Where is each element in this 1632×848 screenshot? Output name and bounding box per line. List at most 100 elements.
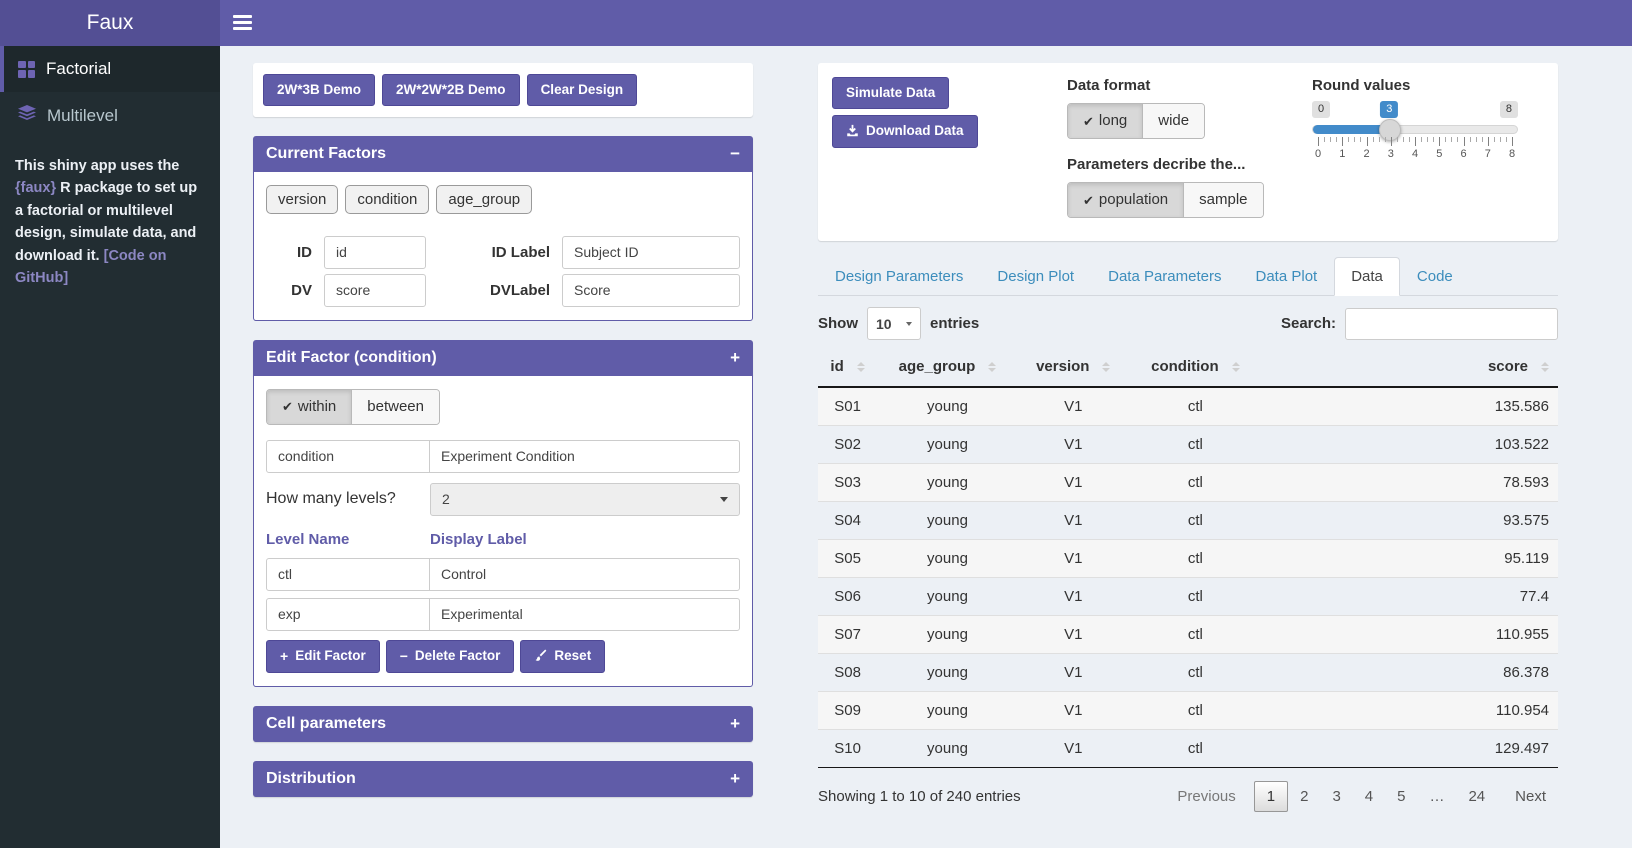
slider-max-badge: 8 [1499,101,1518,119]
format-wide-option[interactable]: wide [1142,104,1205,138]
slider-tick-label: 8 [1508,148,1516,160]
levels-count-select[interactable]: 2 [430,482,740,516]
plus-icon: + [280,648,289,664]
download-data-button[interactable]: Download Data [832,114,978,148]
page-ellipsis: … [1429,788,1445,805]
slider-track[interactable] [1312,119,1518,141]
search-control: Search: [1281,307,1558,340]
level-row [266,597,740,631]
next-page-button[interactable]: Next [1515,788,1546,805]
column-header-age-group[interactable]: age_group [877,347,1018,388]
factor-tag[interactable]: condition [345,184,430,214]
sort-icon [988,362,997,372]
level-label-input[interactable] [429,557,740,591]
between-option[interactable]: between [351,389,439,424]
reset-button[interactable]: Reset [520,639,606,673]
sidebar-about-text: This shiny app uses the {faux} R package… [15,158,198,287]
brush-icon [534,648,547,664]
page-button-5[interactable]: 5 [1397,788,1406,805]
sort-icon [1231,362,1240,372]
table-header-row: id age_group version condition score [818,347,1558,388]
level-name-input[interactable] [266,597,430,631]
format-long-option[interactable]: ✔ long [1068,104,1143,138]
tab-code[interactable]: Code [1416,268,1453,285]
id-input[interactable] [324,235,426,269]
tab-design-plot[interactable]: Design Plot [997,268,1075,285]
dv-display-input[interactable] [562,273,740,307]
github-link[interactable]: [Code on GitHub] [15,247,167,287]
column-header-id[interactable]: id [818,347,878,388]
population-option[interactable]: ✔ population [1068,183,1184,217]
id-display-input[interactable] [562,235,740,269]
sample-option[interactable]: sample [1183,183,1263,217]
faux-package-link[interactable]: {faux} [15,180,57,197]
factor-display-input[interactable] [429,439,740,473]
round-values-control: Round values 0 3 8 0 1 2 3 4 5 6 7 8 [1312,77,1544,163]
page-button-24[interactable]: 24 [1468,788,1486,805]
column-header-score[interactable]: score [1261,347,1558,388]
edit-factor-header[interactable]: Edit Factor (condition) + [253,339,753,376]
level-label-input[interactable] [429,597,740,631]
sidebar-item-factorial[interactable]: Factorial [0,46,220,92]
current-factors-header[interactable]: Current Factors − [253,135,753,172]
factor-tag[interactable]: age_group [436,184,533,214]
previous-page-button[interactable]: Previous [1177,788,1236,805]
expand-icon[interactable]: + [730,769,740,788]
sidebar-toggle-icon[interactable] [233,15,252,30]
slider-tick-label: 1 [1339,148,1346,160]
sidebar: Factorial Multilevel This shiny app uses… [0,46,220,848]
id-display-label: ID Label [491,243,550,261]
page-button-3[interactable]: 3 [1332,788,1341,805]
expand-icon[interactable]: + [730,714,740,733]
simulate-buttons: Simulate Data Download Data [832,77,1067,148]
search-input[interactable] [1345,307,1558,340]
panel-title: Distribution [266,769,356,787]
table-row: S01 young V1 ctl 135.586 [818,387,1558,426]
sidebar-item-multilevel[interactable]: Multilevel [0,92,220,139]
sidebar-item-label: Multilevel [47,105,118,125]
table-row: S05 young V1 ctl 95.119 [818,539,1558,578]
slider-value-badge: 3 [1380,101,1399,119]
slider-tick-label: 2 [1363,148,1370,160]
design-column: 2W*3B Demo 2W*2W*2B Demo Clear Design Cu… [253,63,753,797]
edit-factor-button[interactable]: + Edit Factor [266,639,380,673]
simulate-data-button[interactable]: Simulate Data [832,77,950,109]
demo-2w2w2b-button[interactable]: 2W*2W*2B Demo [382,74,520,106]
panel-title: Current Factors [266,144,387,162]
page-button-2[interactable]: 2 [1300,788,1309,805]
tab-data-parameters[interactable]: Data Parameters [1108,268,1222,285]
tab-design-parameters[interactable]: Design Parameters [835,268,964,285]
delete-factor-button[interactable]: − Delete Factor [385,639,515,673]
dv-label: DV [291,281,312,299]
entries-select[interactable]: 10 [867,307,921,340]
distribution-header[interactable]: Distribution + [253,760,753,797]
column-header-version[interactable]: version [1017,347,1129,388]
demo-toolbar: 2W*3B Demo 2W*2W*2B Demo Clear Design [253,63,753,117]
check-icon: ✔ [1083,113,1094,129]
clear-design-button[interactable]: Clear Design [526,74,638,106]
id-label: ID [297,243,312,261]
page-button-1[interactable]: 1 [1253,781,1289,812]
slider-handle[interactable] [1378,119,1401,141]
level-name-input[interactable] [266,557,430,591]
tab-data[interactable]: Data [1334,257,1400,296]
column-header-condition[interactable]: condition [1128,347,1262,388]
cell-parameters-panel: Cell parameters + [253,705,753,742]
demo-2w3b-button[interactable]: 2W*3B Demo [263,74,376,106]
page-button-4[interactable]: 4 [1364,788,1374,805]
minus-icon: − [399,648,408,664]
cell-parameters-header[interactable]: Cell parameters + [253,705,753,742]
factor-name-input[interactable] [266,439,430,473]
within-option[interactable]: ✔ within [267,389,352,424]
factor-tag[interactable]: version [266,184,339,214]
display-label-header: Display Label [430,530,527,548]
expand-icon[interactable]: + [730,348,740,367]
current-factors-body: version condition age_group ID ID Label … [253,171,753,321]
dv-input[interactable] [324,273,426,307]
check-icon: ✔ [1083,192,1094,208]
slider-fill [1313,125,1390,134]
level-row [266,557,740,591]
tab-data-plot[interactable]: Data Plot [1255,268,1318,285]
collapse-icon[interactable]: − [730,144,740,163]
app-logo: Faux [0,0,220,46]
